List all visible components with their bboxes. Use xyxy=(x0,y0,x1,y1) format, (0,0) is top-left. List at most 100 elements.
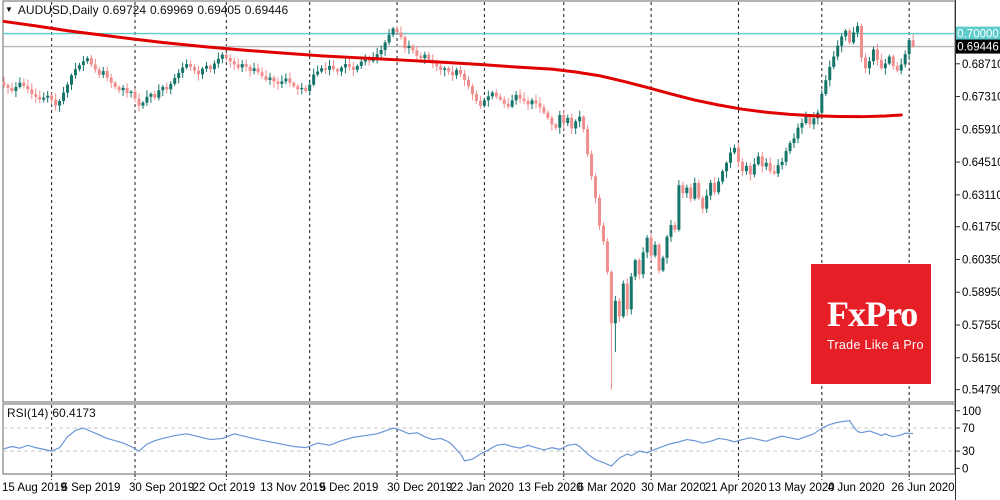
candle xyxy=(621,280,625,319)
svg-text:30: 30 xyxy=(962,446,975,458)
candle xyxy=(399,26,403,40)
svg-text:0.56150: 0.56150 xyxy=(962,353,1000,365)
candle xyxy=(328,59,332,76)
candle xyxy=(522,92,526,105)
candle xyxy=(141,101,145,110)
candle xyxy=(463,69,467,87)
candle xyxy=(93,58,97,73)
candle xyxy=(863,53,867,74)
candle xyxy=(891,54,895,70)
candle xyxy=(157,84,161,101)
candle xyxy=(903,50,907,68)
candle xyxy=(22,78,26,89)
ohlc-high: 0.69969 xyxy=(150,3,194,17)
candle xyxy=(181,62,185,78)
candle xyxy=(768,157,772,175)
candle xyxy=(193,64,197,74)
candle xyxy=(784,147,788,166)
candle xyxy=(391,26,395,38)
candle xyxy=(633,258,637,281)
rsi-axis[interactable]: 100 70 30 0 xyxy=(955,406,981,476)
candle xyxy=(538,97,542,113)
candle xyxy=(860,23,864,63)
ohlc-low: 0.69405 xyxy=(197,3,241,17)
candle xyxy=(764,158,768,171)
candle xyxy=(736,142,740,168)
moving-average-line xyxy=(2,19,903,119)
candle xyxy=(526,97,530,111)
candle xyxy=(173,73,177,86)
svg-text:0.57550: 0.57550 xyxy=(962,320,1000,332)
candle xyxy=(502,96,506,108)
candle xyxy=(466,75,470,90)
candle xyxy=(113,81,117,90)
candle xyxy=(2,76,6,88)
ohlc-close: 0.69446 xyxy=(244,3,289,17)
candle xyxy=(629,272,633,315)
svg-text:15 Aug 2019: 15 Aug 2019 xyxy=(2,482,67,494)
svg-text:0.58950: 0.58950 xyxy=(962,287,1000,299)
candle xyxy=(220,52,224,64)
candle xyxy=(824,75,828,97)
svg-text:0.65910: 0.65910 xyxy=(962,124,1000,136)
candle xyxy=(101,66,105,78)
candle xyxy=(772,165,776,175)
candle xyxy=(840,33,844,53)
candle xyxy=(800,118,804,134)
candle xyxy=(403,35,407,53)
candle xyxy=(689,183,693,203)
svg-text:22 Oct 2019: 22 Oct 2019 xyxy=(193,482,256,494)
symbol-dropdown-icon[interactable]: ▼ xyxy=(5,5,13,14)
candle xyxy=(212,60,216,74)
candle xyxy=(788,140,792,155)
svg-text:13 Feb 2020: 13 Feb 2020 xyxy=(518,482,583,494)
candle xyxy=(474,90,478,104)
candle xyxy=(717,177,721,195)
candle xyxy=(625,278,629,316)
svg-text:70: 70 xyxy=(962,423,975,435)
candle xyxy=(709,179,713,201)
candle xyxy=(883,58,887,75)
candle xyxy=(820,89,824,116)
candle xyxy=(744,162,748,175)
candle xyxy=(792,133,796,149)
candle xyxy=(248,64,252,77)
candle xyxy=(756,152,760,167)
candle xyxy=(447,66,451,76)
candle xyxy=(482,98,486,108)
candle xyxy=(332,59,336,72)
candle xyxy=(455,67,459,80)
svg-text:30 Sep 2019: 30 Sep 2019 xyxy=(129,482,194,494)
candle xyxy=(590,150,594,180)
candle xyxy=(701,196,705,214)
svg-text:0.64510: 0.64510 xyxy=(962,157,1000,169)
candle xyxy=(693,177,697,201)
candle xyxy=(514,91,518,105)
fxpro-brand-text: FxPro xyxy=(827,294,918,334)
candle xyxy=(459,65,463,78)
candle xyxy=(288,72,292,87)
candle xyxy=(375,47,379,64)
candle xyxy=(542,104,546,115)
candle xyxy=(550,115,554,131)
candle xyxy=(796,123,800,144)
candle xyxy=(161,84,165,97)
candle xyxy=(351,61,355,76)
candle xyxy=(256,63,260,75)
candles-layer[interactable] xyxy=(2,22,915,390)
candle xyxy=(566,114,570,127)
candle xyxy=(887,54,891,66)
candle xyxy=(208,64,212,73)
svg-text:0.60350: 0.60350 xyxy=(962,254,1000,266)
candle xyxy=(673,221,677,233)
candle xyxy=(244,58,248,72)
candle xyxy=(594,173,598,204)
candle xyxy=(645,235,649,259)
candle xyxy=(50,93,54,105)
candle xyxy=(725,161,729,178)
candle xyxy=(562,109,566,130)
candle xyxy=(609,270,613,390)
price-axis[interactable]: 0.68710 0.67310 0.65910 0.64510 0.63110 0.617… xyxy=(955,0,1000,500)
